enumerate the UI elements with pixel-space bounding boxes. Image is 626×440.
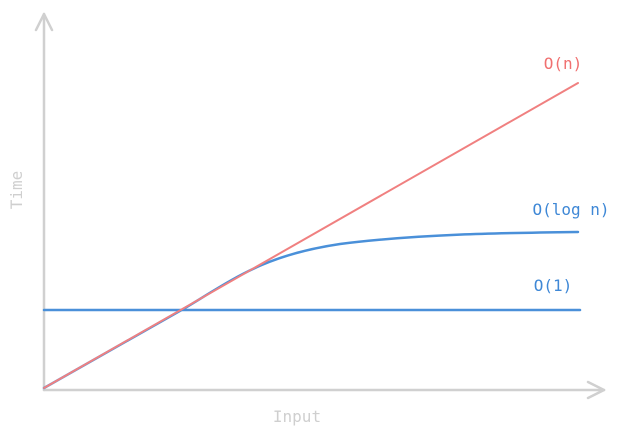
curve-label: O(1)	[534, 276, 573, 295]
curve-label: O(log n)	[532, 200, 609, 219]
x-axis-label: Input	[273, 407, 321, 426]
linear-curve	[43, 82, 579, 389]
y-axis-label: Time	[7, 171, 26, 210]
x-axis-arrow	[586, 380, 606, 400]
curve-label: O(n)	[544, 54, 583, 73]
axes	[34, 12, 606, 400]
y-axis-arrow	[34, 12, 54, 32]
